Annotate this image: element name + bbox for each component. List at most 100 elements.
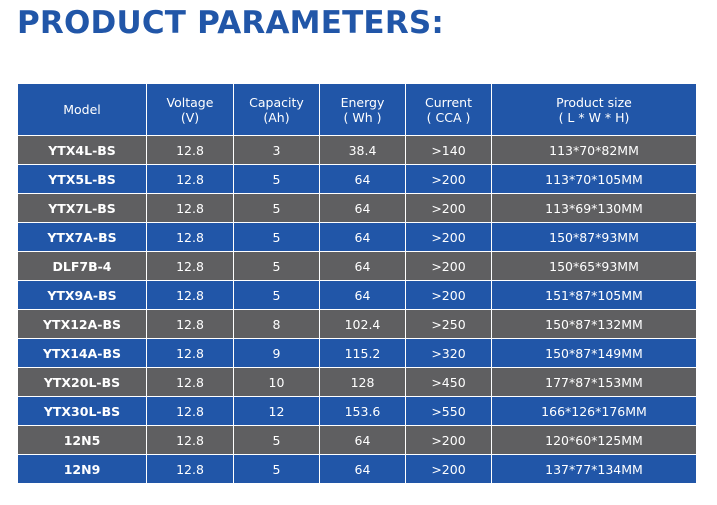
size-cell: 150*87*93MM [491, 222, 697, 252]
header-product-size: Product size ( L * W * H) [491, 83, 697, 136]
model-cell: 12N5 [17, 425, 147, 455]
size-cell: 137*77*134MM [491, 454, 697, 484]
model-cell: YTX20L-BS [17, 367, 147, 397]
capacity-cell: 5 [233, 454, 320, 484]
model-cell: YTX9A-BS [17, 280, 147, 310]
energy-cell: 128 [319, 367, 406, 397]
size-cell: 113*70*82MM [491, 135, 697, 165]
energy-cell: 64 [319, 222, 406, 252]
voltage-cell: 12.8 [146, 338, 234, 368]
size-cell: 150*65*93MM [491, 251, 697, 281]
voltage-cell: 12.8 [146, 367, 234, 397]
table-row: YTX20L-BS 12.8 10 128 >450 177*87*153MM [17, 367, 697, 397]
energy-cell: 102.4 [319, 309, 406, 339]
voltage-cell: 12.8 [146, 135, 234, 165]
page-title: PRODUCT PARAMETERS: [17, 5, 445, 41]
model-cell: YTX7L-BS [17, 193, 147, 223]
voltage-cell: 12.8 [146, 222, 234, 252]
size-cell: 150*87*149MM [491, 338, 697, 368]
current-cell: >200 [405, 193, 492, 223]
voltage-cell: 12.8 [146, 425, 234, 455]
capacity-cell: 8 [233, 309, 320, 339]
voltage-cell: 12.8 [146, 454, 234, 484]
header-energy-unit: ( Wh ) [343, 109, 382, 125]
current-cell: >200 [405, 280, 492, 310]
current-cell: >250 [405, 309, 492, 339]
current-cell: >200 [405, 251, 492, 281]
table-body: YTX4L-BS 12.8 3 38.4 >140 113*70*82MM YT… [17, 135, 697, 484]
header-product-size-unit: ( L * W * H) [558, 109, 630, 125]
header-current: Current ( CCA ) [405, 83, 492, 136]
capacity-cell: 12 [233, 396, 320, 426]
table-row: YTX12A-BS 12.8 8 102.4 >250 150*87*132MM [17, 309, 697, 339]
table-row: 12N5 12.8 5 64 >200 120*60*125MM [17, 425, 697, 455]
table-header-row: Model Voltage (V) Capacity (Ah) Energy (… [17, 83, 697, 136]
model-cell: YTX12A-BS [17, 309, 147, 339]
table-row: YTX30L-BS 12.8 12 153.6 >550 166*126*176… [17, 396, 697, 426]
voltage-cell: 12.8 [146, 309, 234, 339]
energy-cell: 64 [319, 251, 406, 281]
table-row: YTX14A-BS 12.8 9 115.2 >320 150*87*149MM [17, 338, 697, 368]
size-cell: 120*60*125MM [491, 425, 697, 455]
voltage-cell: 12.8 [146, 251, 234, 281]
header-voltage-unit: (V) [180, 109, 200, 125]
header-model-label: Model [63, 102, 101, 117]
header-current-label: Current [425, 94, 472, 110]
header-energy-label: Energy [340, 94, 385, 110]
energy-cell: 64 [319, 164, 406, 194]
current-cell: >140 [405, 135, 492, 165]
size-cell: 150*87*132MM [491, 309, 697, 339]
capacity-cell: 5 [233, 425, 320, 455]
table-row: DLF7B-4 12.8 5 64 >200 150*65*93MM [17, 251, 697, 281]
energy-cell: 115.2 [319, 338, 406, 368]
model-cell: DLF7B-4 [17, 251, 147, 281]
table-row: YTX4L-BS 12.8 3 38.4 >140 113*70*82MM [17, 135, 697, 165]
header-capacity: Capacity (Ah) [233, 83, 320, 136]
header-product-size-label: Product size [556, 94, 632, 110]
size-cell: 166*126*176MM [491, 396, 697, 426]
model-cell: YTX7A-BS [17, 222, 147, 252]
capacity-cell: 5 [233, 280, 320, 310]
current-cell: >550 [405, 396, 492, 426]
current-cell: >200 [405, 164, 492, 194]
capacity-cell: 9 [233, 338, 320, 368]
size-cell: 113*70*105MM [491, 164, 697, 194]
table-row: YTX7A-BS 12.8 5 64 >200 150*87*93MM [17, 222, 697, 252]
table-row: 12N9 12.8 5 64 >200 137*77*134MM [17, 454, 697, 484]
header-capacity-label: Capacity [249, 94, 304, 110]
capacity-cell: 5 [233, 164, 320, 194]
voltage-cell: 12.8 [146, 193, 234, 223]
current-cell: >200 [405, 454, 492, 484]
header-current-unit: ( CCA ) [426, 109, 471, 125]
voltage-cell: 12.8 [146, 396, 234, 426]
model-cell: YTX14A-BS [17, 338, 147, 368]
model-cell: 12N9 [17, 454, 147, 484]
header-capacity-unit: (Ah) [263, 109, 290, 125]
model-cell: YTX30L-BS [17, 396, 147, 426]
energy-cell: 38.4 [319, 135, 406, 165]
capacity-cell: 5 [233, 222, 320, 252]
current-cell: >320 [405, 338, 492, 368]
energy-cell: 64 [319, 193, 406, 223]
energy-cell: 64 [319, 280, 406, 310]
table-row: YTX5L-BS 12.8 5 64 >200 113*70*105MM [17, 164, 697, 194]
current-cell: >200 [405, 222, 492, 252]
voltage-cell: 12.8 [146, 164, 234, 194]
table-row: YTX9A-BS 12.8 5 64 >200 151*87*105MM [17, 280, 697, 310]
energy-cell: 64 [319, 425, 406, 455]
energy-cell: 64 [319, 454, 406, 484]
size-cell: 151*87*105MM [491, 280, 697, 310]
model-cell: YTX4L-BS [17, 135, 147, 165]
header-voltage-label: Voltage [166, 94, 214, 110]
capacity-cell: 10 [233, 367, 320, 397]
table-row: YTX7L-BS 12.8 5 64 >200 113*69*130MM [17, 193, 697, 223]
header-energy: Energy ( Wh ) [319, 83, 406, 136]
capacity-cell: 5 [233, 251, 320, 281]
current-cell: >200 [405, 425, 492, 455]
size-cell: 113*69*130MM [491, 193, 697, 223]
header-model: Model [17, 83, 147, 136]
energy-cell: 153.6 [319, 396, 406, 426]
capacity-cell: 5 [233, 193, 320, 223]
model-cell: YTX5L-BS [17, 164, 147, 194]
size-cell: 177*87*153MM [491, 367, 697, 397]
